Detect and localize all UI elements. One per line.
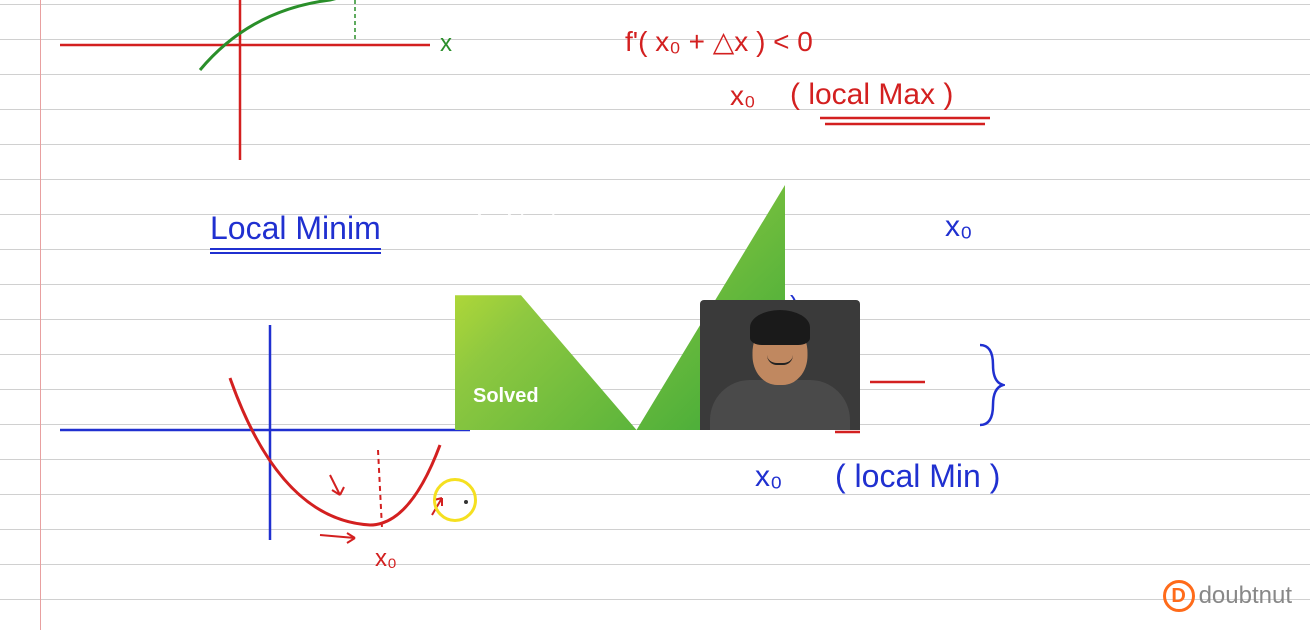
local-min-label: ( local Min ) [835,458,1000,495]
whiteboard-content: x f'( x₀ + △x ) < 0 x₀ ( local Max ) Loc… [0,0,1310,630]
instructor-hair [750,310,810,345]
eq2-underline [870,380,930,385]
right-x0: x₀ [945,210,972,244]
logo-text: doubtnut [1199,582,1292,610]
badge-label: Solved [473,385,539,408]
badge-brand: doubtnut [470,210,557,233]
bottom-graph [0,0,500,600]
instructor-body [710,380,850,430]
local-max-var: x₀ [730,80,756,112]
local-max-underline [820,115,1000,127]
eq3-underline [835,430,865,435]
local-min-var: x₀ [755,460,782,494]
highlight-circle [433,478,477,522]
logo-icon: D [1163,580,1195,612]
bottom-x0-label: x₀ [375,545,397,573]
brace-icon [975,340,1005,430]
instructor-thumbnail [700,300,860,430]
eq-derivative-neg: f'( x₀ + △x ) < 0 [625,25,813,58]
cursor-dot [464,500,468,504]
local-max-label: ( local Max ) [790,78,953,112]
doubtnut-logo[interactable]: D doubtnut [1163,580,1292,612]
